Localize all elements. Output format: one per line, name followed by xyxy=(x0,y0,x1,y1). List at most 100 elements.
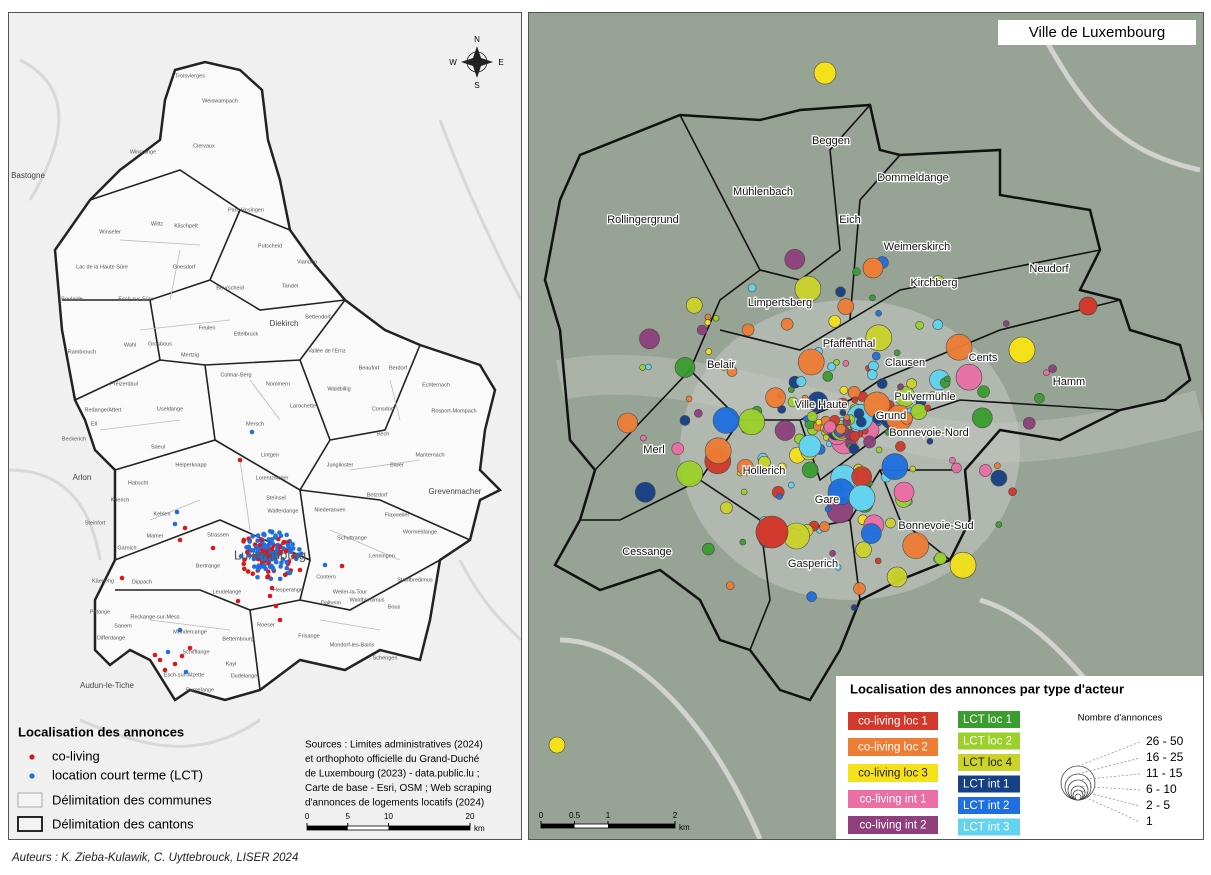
listing-dot xyxy=(339,563,345,569)
listing-circle xyxy=(847,386,861,399)
legend-swatch xyxy=(958,754,1020,771)
listing-circle xyxy=(1078,296,1098,316)
listing-circle xyxy=(758,455,771,469)
listing-circle xyxy=(787,481,795,489)
listing-dot xyxy=(242,557,247,563)
listing-dot xyxy=(238,553,244,559)
commune-label: Nommern xyxy=(266,381,290,387)
listing-dot xyxy=(262,542,267,548)
legend-swatch xyxy=(848,790,938,808)
size-legend-symbol xyxy=(1060,741,1141,823)
commune-label: Dudelange xyxy=(231,673,258,679)
commune-label: Habscht xyxy=(128,480,149,486)
listing-circle xyxy=(704,437,732,465)
listing-dot xyxy=(252,564,257,569)
listing-dot xyxy=(257,542,263,548)
listing-circle xyxy=(777,462,787,472)
legend-label: Délimitation des communes xyxy=(52,792,212,807)
legend-swatch xyxy=(958,732,1020,750)
quarter-label: Bonnevoie-Nord xyxy=(889,427,969,439)
commune-label: Useldange xyxy=(157,406,183,412)
compass-rose xyxy=(461,46,493,78)
listing-circle xyxy=(851,396,859,404)
roads xyxy=(9,58,521,748)
commune-label: Esch-sur-Sûre xyxy=(118,296,153,302)
listing-circle xyxy=(747,283,757,293)
title-box xyxy=(998,20,1196,45)
quarter-label: Rollingergrund xyxy=(607,214,679,226)
town-label: Audun-le-Tiche xyxy=(80,681,135,690)
listing-circle xyxy=(875,310,882,317)
listing-dot xyxy=(264,549,269,555)
commune-label: Rambrouch xyxy=(68,349,96,355)
listing-circle xyxy=(801,461,819,479)
listing-circle xyxy=(640,434,647,442)
listing-dot xyxy=(177,537,183,543)
listing-circle xyxy=(1003,320,1010,327)
listing-circle xyxy=(787,396,799,408)
listing-dot xyxy=(296,547,302,552)
listing-dot xyxy=(270,540,275,546)
legend-label: LCT loc 4 xyxy=(963,757,1013,769)
listing-dot xyxy=(250,534,256,539)
listing-circle xyxy=(934,552,947,565)
listing-dot xyxy=(152,652,158,658)
commune-label: Lintgen xyxy=(261,452,279,458)
quarter-label: Gare xyxy=(815,494,839,506)
legend-swatch xyxy=(848,764,938,782)
sources-line: d'annonces de logements locatifs (2024) xyxy=(305,798,484,809)
listing-circle xyxy=(725,581,735,590)
listing-dot xyxy=(259,537,264,542)
listing-circle xyxy=(784,249,806,270)
authors: Auteurs : K. Zieba-Kulawik, C. Uyttebrou… xyxy=(11,852,298,864)
listing-dot xyxy=(247,553,252,558)
compass-label: N xyxy=(474,35,480,44)
listing-circle xyxy=(794,275,822,303)
listing-dot xyxy=(261,531,267,537)
commune-lines xyxy=(99,239,421,631)
listing-circle xyxy=(972,407,993,429)
listing-circle xyxy=(951,462,962,474)
commune-label: Lorentzweiler xyxy=(256,475,289,481)
compass-label: E xyxy=(498,58,503,67)
commune-label: Reckange-sur-Mess xyxy=(130,614,179,620)
listing-circle xyxy=(893,349,901,357)
city-boundary xyxy=(543,103,1192,702)
commune-label: Waldbillig xyxy=(327,386,350,392)
listing-circle xyxy=(676,460,704,488)
listing-circle xyxy=(737,458,754,476)
quarter-label: Merl xyxy=(643,444,664,456)
listing-circle xyxy=(822,434,830,441)
legend-label: LCT loc 2 xyxy=(963,736,1012,748)
listing-dot xyxy=(255,538,260,543)
commune-label: Lac de la Haute Sûre xyxy=(76,264,128,270)
legend-swatch xyxy=(958,797,1020,814)
commune-label: Colmar-Berg xyxy=(220,372,251,378)
listing-dot xyxy=(235,598,241,604)
listing-circle xyxy=(885,517,896,529)
commune-label: Rumelange xyxy=(186,687,214,693)
commune-label: Hesperange xyxy=(273,587,303,593)
listing-dot xyxy=(265,574,270,580)
commune-label: Junglinster xyxy=(327,462,354,468)
listing-dot xyxy=(267,528,273,534)
commune-label: Bous xyxy=(388,604,401,610)
commune-label: Mersch xyxy=(246,421,264,427)
size-leader xyxy=(1077,757,1141,775)
listing-circle xyxy=(849,430,860,442)
listing-circle xyxy=(738,408,765,436)
listing-circle xyxy=(835,423,847,435)
listing-circle xyxy=(977,385,990,398)
listing-dot xyxy=(290,546,296,551)
commune-label: Waldbredimus xyxy=(350,597,385,603)
listing-circle xyxy=(674,357,696,378)
listing-dot xyxy=(279,560,284,566)
commune-label: Bech xyxy=(377,431,390,437)
commune-label: Frisange xyxy=(298,633,319,639)
listing-dot xyxy=(282,572,288,578)
listing-circle xyxy=(839,385,849,395)
listing-dot xyxy=(210,545,216,551)
commune-label: Helperknapp xyxy=(175,462,206,468)
legend-swatch xyxy=(848,738,938,756)
